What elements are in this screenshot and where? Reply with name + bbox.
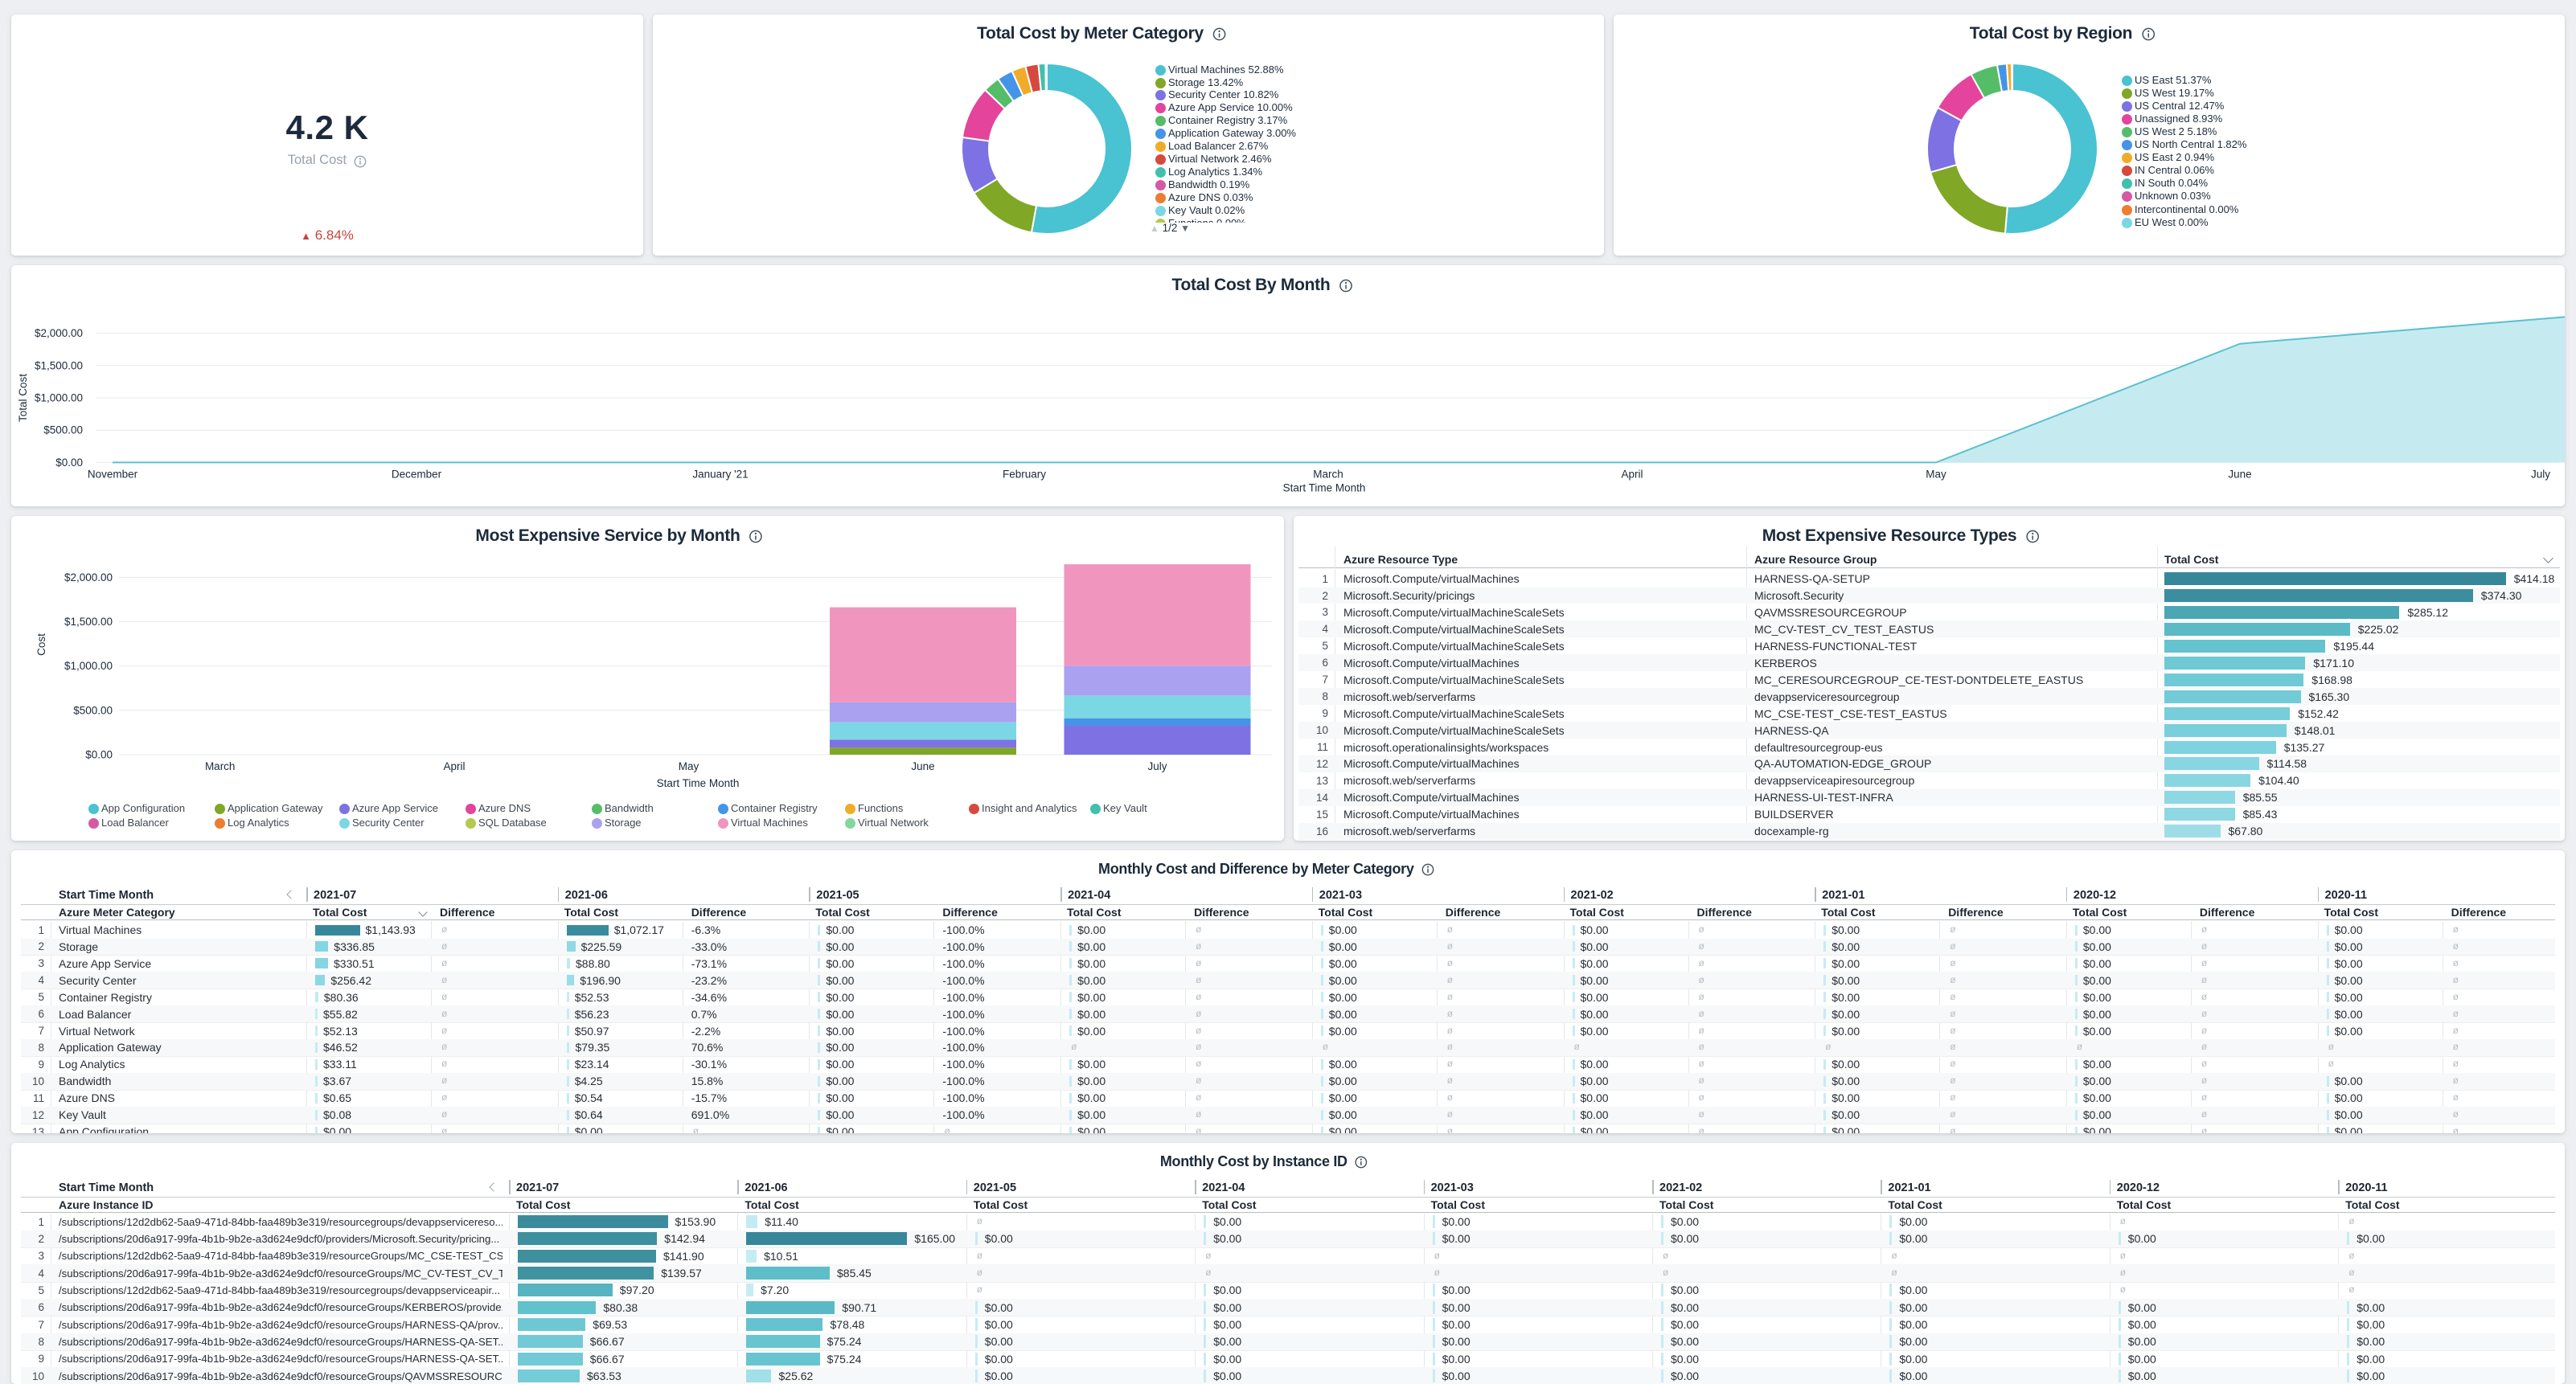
svg-text:$1,500.00: $1,500.00 [64, 616, 113, 628]
svg-text:December: December [392, 468, 442, 480]
svg-text:April: April [443, 760, 465, 772]
svg-text:$1,000.00: $1,000.00 [64, 660, 113, 672]
svg-text:$500.00: $500.00 [43, 424, 83, 436]
svg-text:March: March [1313, 468, 1343, 480]
svg-text:$2,000.00: $2,000.00 [35, 327, 83, 339]
svg-text:July: July [2531, 468, 2550, 480]
svg-text:May: May [679, 760, 699, 772]
svg-text:March: March [205, 760, 236, 772]
svg-text:Start Time Month: Start Time Month [657, 777, 740, 789]
svg-text:$1,000.00: $1,000.00 [35, 392, 83, 404]
svg-text:May: May [1926, 468, 1946, 480]
svg-text:$1,500.00: $1,500.00 [35, 359, 83, 371]
svg-text:Start Time Month: Start Time Month [1283, 481, 1366, 493]
svg-text:February: February [1003, 468, 1046, 480]
svg-text:$0.00: $0.00 [85, 749, 113, 761]
svg-text:Cost: Cost [35, 633, 47, 656]
svg-text:January '21: January '21 [692, 468, 748, 480]
svg-text:April: April [1621, 468, 1643, 480]
svg-text:June: June [911, 760, 934, 772]
svg-text:$500.00: $500.00 [73, 704, 113, 716]
svg-text:$0.00: $0.00 [55, 457, 83, 469]
svg-text:June: June [2228, 468, 2251, 480]
svg-text:July: July [1147, 760, 1167, 772]
svg-text:Total Cost: Total Cost [17, 374, 29, 422]
svg-text:$2,000.00: $2,000.00 [64, 571, 113, 583]
svg-text:November: November [88, 468, 138, 480]
